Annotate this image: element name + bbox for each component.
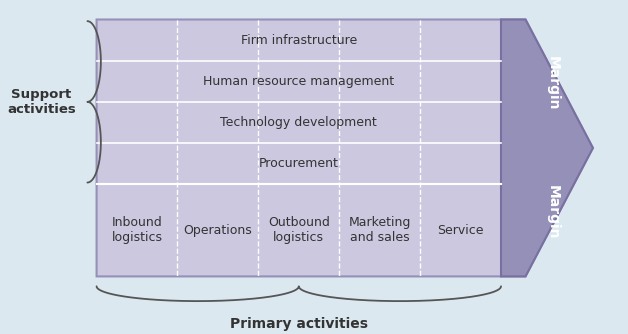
Text: Operations: Operations [183, 224, 252, 237]
Text: Procurement: Procurement [259, 157, 338, 170]
Text: Support
activities: Support activities [7, 88, 76, 116]
Text: Outbound
logistics: Outbound logistics [268, 216, 330, 244]
Text: Inbound
logistics: Inbound logistics [112, 216, 163, 244]
Text: Service: Service [437, 224, 484, 237]
Text: Margin: Margin [546, 185, 560, 239]
Polygon shape [501, 19, 593, 277]
Text: Technology development: Technology development [220, 116, 377, 129]
Text: Firm infrastructure: Firm infrastructure [241, 34, 357, 46]
Polygon shape [97, 19, 593, 277]
Text: Margin: Margin [546, 56, 560, 111]
Text: Primary activities: Primary activities [230, 317, 368, 331]
Text: Marketing
and sales: Marketing and sales [349, 216, 411, 244]
Text: Human resource management: Human resource management [203, 75, 394, 88]
